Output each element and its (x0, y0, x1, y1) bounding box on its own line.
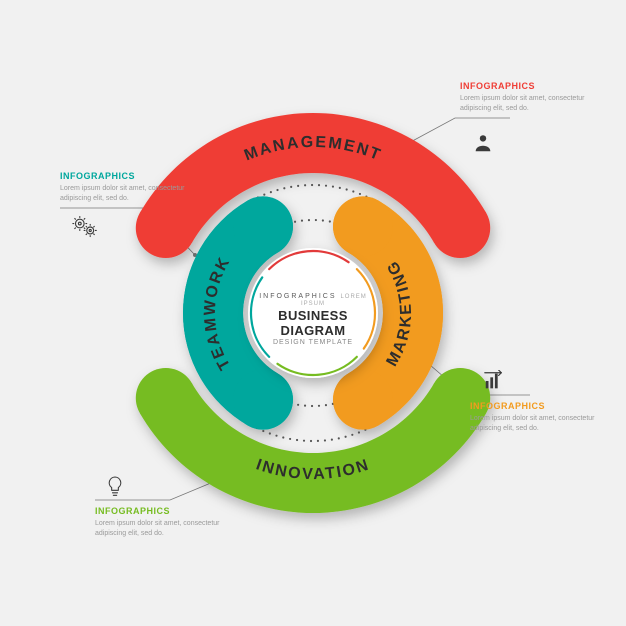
hub-eyebrow: INFOGRAPHICS LOREM IPSUM (248, 293, 378, 307)
person-icon (472, 132, 494, 154)
infographic-stage: MANAGEMENTMARKETINGINNOVATIONTEAMWORK IN… (0, 0, 626, 626)
callout-marketing: INFOGRAPHICS Lorem ipsum dolor sit amet,… (470, 400, 600, 433)
hub-title: BUSINESS DIAGRAM (248, 308, 378, 338)
callout-title: INFOGRAPHICS (460, 80, 590, 92)
callout-title: INFOGRAPHICS (470, 400, 600, 412)
bulb-icon (105, 475, 125, 499)
callout-body: Lorem ipsum dolor sit amet, consectetur … (460, 94, 590, 113)
callout-innovation: INFOGRAPHICS Lorem ipsum dolor sit amet,… (95, 505, 225, 538)
callout-body: Lorem ipsum dolor sit amet, consectetur … (470, 414, 600, 433)
bars-icon (482, 370, 506, 392)
callout-body: Lorem ipsum dolor sit amet, consectetur … (95, 519, 225, 538)
callout-body: Lorem ipsum dolor sit amet, consectetur … (60, 184, 190, 203)
gears-icon (72, 215, 98, 239)
callout-title: INFOGRAPHICS (95, 505, 225, 517)
hub-eyebrow-text: INFOGRAPHICS (259, 293, 336, 300)
hub-subtitle: DESIGN TEMPLATE (248, 339, 378, 346)
callout-title: INFOGRAPHICS (60, 170, 190, 182)
callout-management: INFOGRAPHICS Lorem ipsum dolor sit amet,… (460, 80, 590, 113)
hub-label: INFOGRAPHICS LOREM IPSUM BUSINESS DIAGRA… (248, 293, 378, 346)
leader-line (405, 118, 510, 145)
callout-teamwork: INFOGRAPHICS Lorem ipsum dolor sit amet,… (60, 170, 190, 203)
